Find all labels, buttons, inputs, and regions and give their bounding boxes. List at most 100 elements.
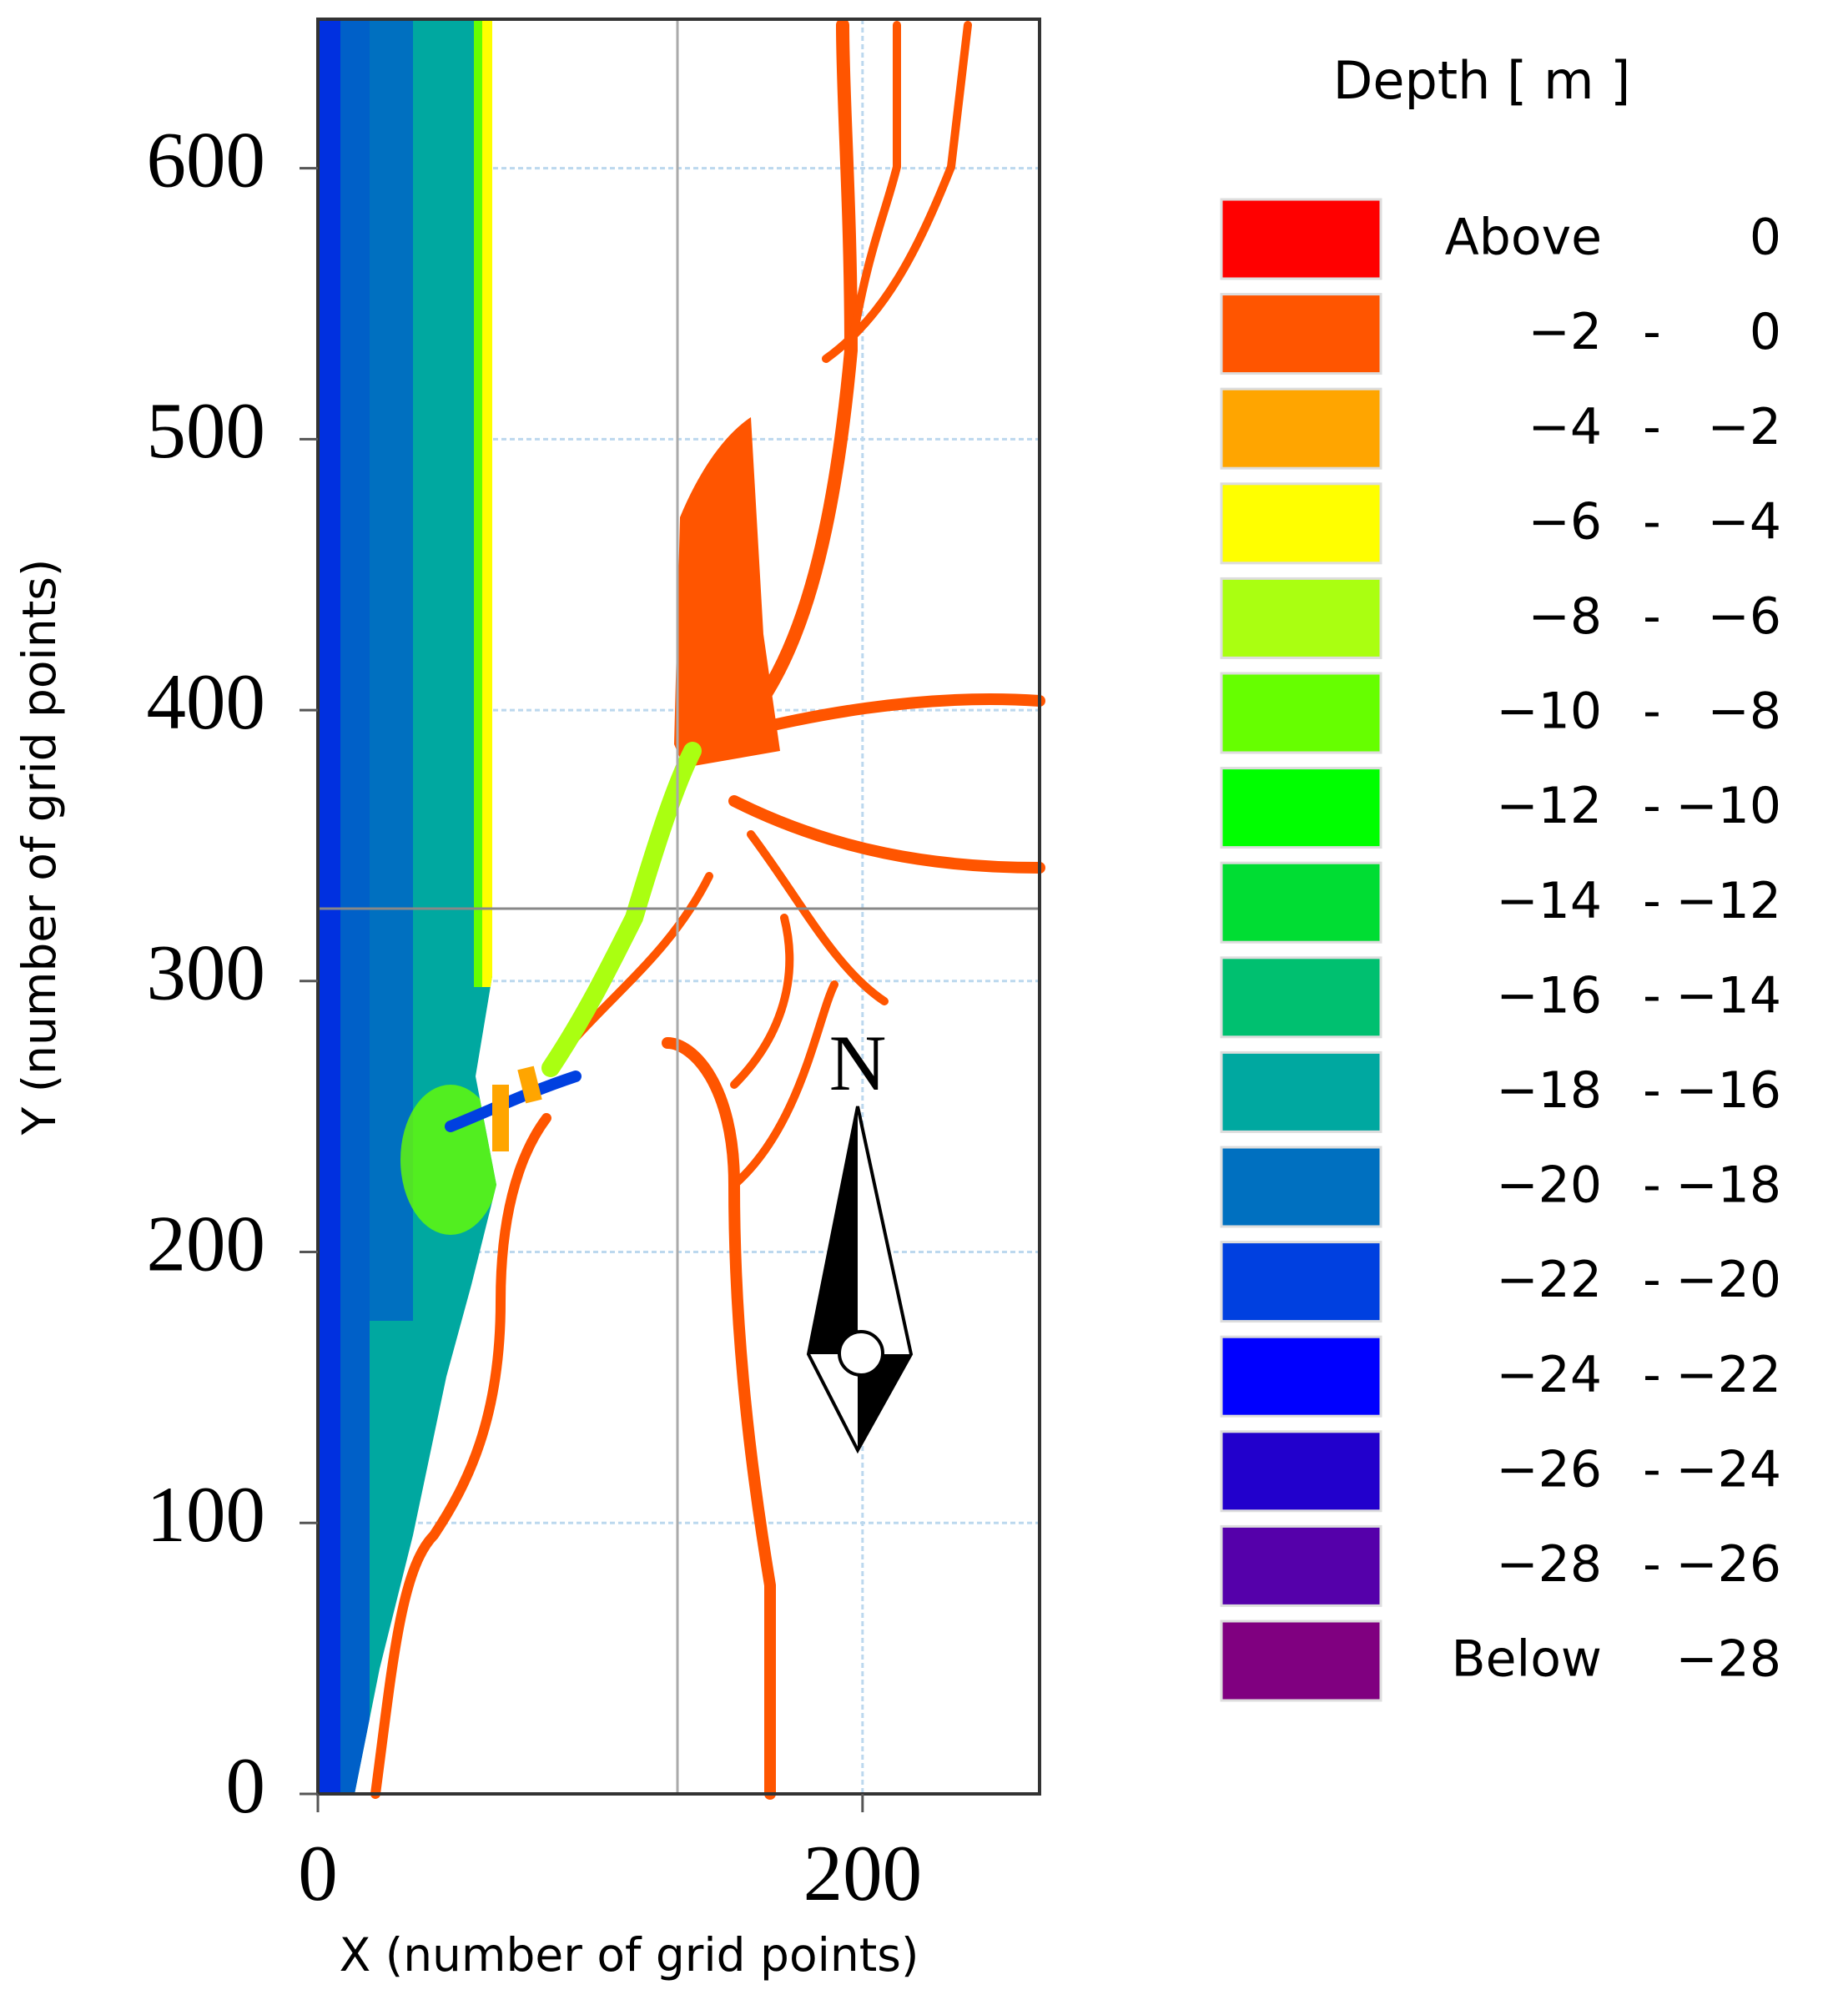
river (730, 914, 838, 1189)
legend-label: −2 (1708, 398, 1781, 456)
depth-map: N (318, 18, 1045, 1800)
legend-label: - (1643, 1535, 1661, 1594)
legend-label: −16 (1675, 1061, 1781, 1120)
sea-area (370, 19, 413, 1321)
legend-label: −10 (1675, 777, 1781, 835)
x-axis-label: X (number of grid points) (340, 1928, 919, 1982)
y-tick-label: 0 (226, 1741, 266, 1830)
legend-label: - (1643, 1440, 1661, 1499)
river (728, 693, 1045, 874)
legend-label: −4 (1528, 398, 1602, 456)
legend-label: - (1643, 587, 1661, 646)
legend-label: - (1643, 1061, 1661, 1120)
shoal (492, 1065, 542, 1151)
river (822, 21, 972, 363)
sea (318, 19, 496, 1794)
north-arrow: N (806, 1019, 914, 1454)
legend-label: - (1643, 872, 1661, 930)
estuary (674, 417, 780, 768)
sea-area (318, 19, 340, 1794)
legend-label: - (1643, 966, 1661, 1025)
y-tick-label: 400 (147, 657, 266, 746)
sea-area (456, 19, 474, 987)
legend-swatch (1220, 1050, 1382, 1133)
y-tick-label: 500 (147, 386, 266, 475)
legend-label: −24 (1675, 1440, 1781, 1499)
legend-label: −18 (1496, 1061, 1602, 1120)
legend-label: −26 (1496, 1440, 1602, 1499)
legend-label: −8 (1528, 587, 1602, 646)
arrow-hub (838, 1330, 884, 1377)
legend-label: −2 (1528, 303, 1602, 361)
legend-label: - (1643, 1251, 1661, 1309)
legend-label: −28 (1496, 1535, 1602, 1594)
y-tick-label: 100 (147, 1470, 266, 1559)
rivers (370, 18, 1045, 1800)
legend-swatch (1220, 1620, 1382, 1702)
legend-swatch (1220, 1146, 1382, 1228)
legend-label: −6 (1708, 587, 1781, 646)
legend-label: −16 (1496, 966, 1602, 1025)
legend-swatch (1220, 1524, 1382, 1607)
legend-label: −20 (1496, 1156, 1602, 1215)
legend-label: −4 (1708, 492, 1781, 551)
legend-swatch (1220, 956, 1382, 1039)
legend-swatch (1220, 861, 1382, 944)
legend-label: 0 (1750, 303, 1781, 361)
legend-swatch (1220, 577, 1382, 659)
legend-label: −12 (1675, 872, 1781, 930)
y-axis-label: Y (number of grid points) (13, 559, 66, 1136)
river (370, 1113, 551, 1799)
legend-swatch (1220, 1241, 1382, 1323)
legend-label: Below (1451, 1630, 1602, 1689)
legend-label: - (1643, 777, 1661, 835)
legend-label: - (1643, 1156, 1661, 1215)
x-tick-label: 0 (298, 1829, 338, 1917)
channel (445, 1070, 582, 1132)
river (662, 1037, 776, 1800)
legend-label: −22 (1496, 1251, 1602, 1309)
legend-label: - (1643, 1346, 1661, 1404)
legend-label: −14 (1496, 872, 1602, 930)
legend-label: −26 (1675, 1535, 1781, 1594)
arrow-fill (808, 1106, 858, 1354)
legend-label: −28 (1675, 1630, 1781, 1689)
legend-label: - (1643, 398, 1661, 456)
x-tick-label: 200 (803, 1829, 923, 1917)
legend-swatch (1220, 767, 1382, 849)
arrow-fill (858, 1354, 911, 1450)
legend-label: - (1643, 303, 1661, 361)
legend-swatch (1220, 482, 1382, 565)
sea-area (340, 19, 370, 1794)
legend-label: −22 (1675, 1346, 1781, 1404)
legend-swatch (1220, 1430, 1382, 1513)
legend-label: - (1643, 683, 1661, 741)
legend-swatch (1220, 198, 1382, 280)
legend-label: −14 (1675, 966, 1781, 1025)
legend-label: Above (1445, 209, 1602, 267)
legend-label: −24 (1496, 1346, 1602, 1404)
river (728, 18, 858, 741)
legend-label: −8 (1708, 683, 1781, 741)
y-tick-label: 300 (147, 929, 266, 1017)
legend-swatch (1220, 1335, 1382, 1418)
sea-area (482, 19, 492, 987)
legend-label: −12 (1496, 777, 1602, 835)
legend-label: −10 (1496, 683, 1602, 741)
legend-label: −20 (1675, 1251, 1781, 1309)
legend-swatch (1220, 672, 1382, 754)
legend-label: 0 (1750, 209, 1781, 267)
legend-swatch (1220, 293, 1382, 375)
legend-swatch (1220, 387, 1382, 470)
legend-label: - (1643, 492, 1661, 551)
plot-frame (316, 18, 1041, 1796)
legend-label: −18 (1675, 1156, 1781, 1215)
sea-area (474, 19, 484, 987)
legend-label: −6 (1528, 492, 1602, 551)
legend-title: Depth [ m ] (1333, 50, 1631, 111)
north-label: N (829, 1019, 887, 1107)
y-tick-label: 600 (147, 115, 266, 204)
